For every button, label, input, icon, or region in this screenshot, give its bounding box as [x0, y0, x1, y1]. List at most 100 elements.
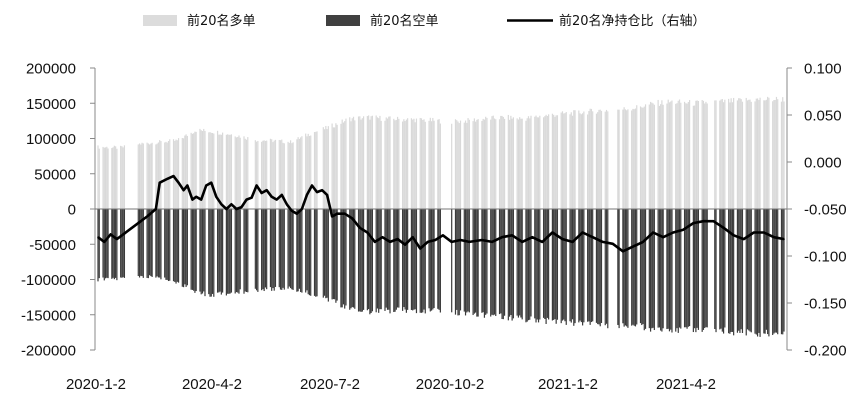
ratio-point [612, 243, 614, 245]
long-bar [486, 117, 488, 209]
short-bar [696, 209, 698, 328]
long-bar [310, 135, 312, 209]
short-bar [675, 209, 677, 332]
short-bar [361, 209, 363, 312]
long-bar [269, 138, 272, 209]
long-bar [491, 116, 493, 209]
short-bar [544, 209, 546, 320]
short-bar [605, 209, 608, 324]
ratio-point [235, 208, 238, 210]
short-bar [98, 209, 100, 279]
long-bar [104, 147, 107, 209]
short-bar [658, 209, 660, 328]
long-bar [521, 118, 523, 209]
long-bar [626, 110, 628, 209]
ratio-point [301, 208, 303, 210]
long-bar [694, 105, 696, 209]
long-bar [369, 119, 371, 209]
long-bar [632, 108, 634, 209]
long-bar [671, 100, 673, 209]
short-bar [587, 209, 589, 322]
long-bar [182, 138, 185, 209]
long-bar [352, 116, 355, 209]
x-tick-label: 2020-4-2 [182, 376, 242, 393]
long-bar [191, 133, 193, 209]
long-bar [375, 115, 377, 209]
short-bar [490, 209, 492, 317]
ratio-point [581, 231, 584, 234]
left-axis-ticks: 200000 150000 100000 50000 0 -50000 -100000 -15… [21, 61, 95, 360]
long-bar [696, 100, 698, 209]
long-bar [296, 139, 298, 209]
short-bar [141, 209, 143, 277]
ratio-point [281, 194, 283, 196]
ratio-point [137, 222, 140, 224]
short-bar [292, 209, 294, 290]
ratio-point [702, 220, 705, 222]
short-bar [517, 209, 520, 318]
long-bar [517, 119, 520, 209]
long-bar [773, 100, 775, 209]
long-bar [749, 99, 751, 209]
long-bar [107, 148, 109, 209]
long-bar [657, 99, 659, 209]
short-bar [579, 209, 581, 321]
long-bar [754, 101, 756, 209]
long-bar [184, 135, 186, 209]
short-bar [668, 209, 671, 332]
short-bar [379, 209, 381, 310]
short-bar [764, 209, 766, 334]
short-bar [697, 209, 700, 330]
short-bar [176, 209, 178, 282]
short-bar [351, 209, 353, 308]
short-bar [150, 209, 152, 277]
long-bar [772, 101, 774, 209]
short-bar [181, 209, 183, 287]
long-bar [740, 99, 742, 209]
ratio-point [652, 231, 654, 234]
short-bar [429, 209, 431, 312]
short-bar [467, 209, 469, 312]
long-bars-group [97, 96, 785, 209]
short-bar [701, 209, 703, 332]
short-bar [254, 209, 256, 289]
long-bar [287, 141, 289, 209]
long-bar [545, 114, 547, 209]
short-bar [595, 209, 598, 323]
long-bar [245, 139, 248, 209]
long-bar [97, 145, 99, 209]
long-bar [208, 132, 210, 209]
long-bar [631, 110, 633, 209]
ratio-point [331, 215, 333, 218]
ratio-point [434, 239, 437, 241]
short-bar [715, 209, 717, 333]
short-bar [754, 209, 756, 334]
long-bar [203, 128, 205, 209]
short-bar [308, 209, 311, 296]
long-bar [618, 109, 620, 209]
short-bar [564, 209, 566, 322]
short-bar [627, 209, 629, 328]
short-bar [345, 209, 347, 306]
short-bar [384, 209, 386, 311]
short-bar [554, 209, 556, 320]
long-bar [379, 115, 381, 209]
long-bar [176, 140, 178, 209]
long-bar [332, 127, 334, 209]
long-bar [482, 118, 484, 209]
short-bar [371, 209, 373, 312]
short-bar [336, 209, 338, 301]
long-bar [677, 100, 679, 209]
long-bar [451, 123, 453, 209]
short-bar [759, 209, 761, 337]
short-bar [694, 209, 696, 329]
long-bar [225, 134, 227, 209]
short-bar [783, 209, 785, 332]
short-bar [773, 209, 775, 334]
long-bar [765, 99, 767, 209]
short-bar [368, 209, 370, 310]
long-bar [685, 103, 687, 209]
ratio-point [215, 196, 218, 198]
long-bar [166, 142, 168, 209]
ratio-point [742, 238, 745, 240]
